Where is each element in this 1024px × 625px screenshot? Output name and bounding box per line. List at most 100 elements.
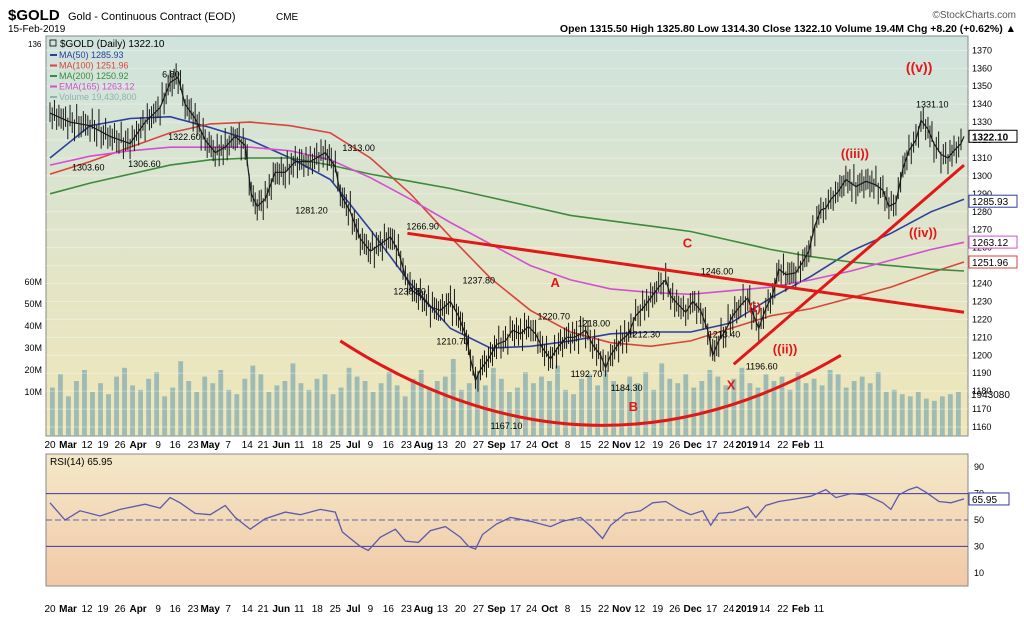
price-label: 1322.60 [168, 132, 201, 142]
volume-bar [106, 394, 111, 436]
price-label: 1266.90 [406, 222, 439, 232]
date-tick-label: 2019 [736, 604, 759, 615]
rsi-reference-lines [46, 493, 968, 547]
date-tick-label: 14 [759, 440, 771, 451]
volume-bar [915, 392, 921, 436]
volume-bar [555, 365, 560, 436]
volume-bar [234, 394, 240, 436]
date-tick-label: 22 [777, 604, 789, 615]
date-tick-label: May [200, 604, 220, 615]
date-tick-label: 19 [97, 440, 109, 451]
volume-bar [851, 381, 857, 436]
volume-bar [170, 387, 176, 436]
volume-bar [370, 392, 376, 436]
volume-bar [947, 394, 953, 436]
volume-bar [202, 376, 208, 436]
volume-bar [835, 374, 841, 436]
price-tick-label: 1300 [972, 171, 992, 181]
volume-bar [747, 383, 753, 436]
volume-bar [162, 396, 168, 436]
value-tag [968, 255, 1018, 269]
volume-bar [675, 383, 681, 436]
value-tag-text: 1263.12 [972, 238, 1009, 249]
date-tick-label: 26 [669, 440, 681, 451]
instrument-name: Gold - Continuous Contract (EOD) [68, 11, 236, 23]
volume-bar [867, 383, 873, 436]
date-tick-label: 26 [669, 604, 681, 615]
date-tick-label: Sep [487, 604, 505, 615]
date-tick-label: 23 [188, 604, 200, 615]
wave-label: A [551, 275, 561, 290]
date-tick-label: 21 [258, 604, 270, 615]
volume-bar [218, 370, 224, 436]
price-label: 1167.10 [490, 421, 522, 431]
volume-bar [731, 378, 737, 436]
price-tick-label: 1220 [972, 314, 992, 324]
volume-tick-label: 60M [24, 277, 42, 287]
volume-bar [659, 363, 665, 436]
volume-bar [763, 374, 769, 436]
date-tick-label: 22 [777, 440, 789, 451]
date-tick-label: 15 [580, 604, 592, 615]
price-close-line [49, 76, 965, 383]
volume-bar [418, 370, 424, 436]
date-tick-label: Feb [792, 440, 810, 451]
date-tick-label: 24 [723, 440, 735, 451]
volume-bar [843, 387, 849, 436]
date-tick-label: Dec [684, 440, 703, 451]
date-tick-label: Apr [129, 604, 146, 615]
date-axis-lower: 20 Mar 12 19 26 Apr 9 16 23 May 7 14 21 Jun 11 18 25 Jul 9… [44, 604, 824, 615]
volume-bar [587, 374, 592, 436]
date-tick-label: 13 [437, 440, 449, 451]
wave-label: ((iv)) [909, 225, 937, 240]
volume-bar [242, 378, 248, 436]
date-tick-label: 16 [383, 440, 395, 451]
volume-bar [362, 381, 368, 436]
date-tick-label: 17 [706, 604, 718, 615]
date-tick-label: Dec [684, 604, 703, 615]
volume-bar [595, 385, 601, 436]
price-label: 1212.30 [628, 329, 661, 339]
date-tick-label: 9 [155, 604, 161, 615]
volume-bar [98, 383, 103, 436]
volume-bar [779, 376, 785, 436]
volume-tick-label: 20M [24, 365, 42, 375]
date-tick-label: 8 [565, 440, 571, 451]
rsi-tick-label: 50 [974, 515, 984, 525]
date-tick-label: 11 [294, 604, 305, 615]
date-tick-label: Aug [414, 604, 433, 615]
volume-tick-label: 50M [24, 299, 42, 309]
volume-bar [691, 387, 697, 436]
right-value-tags: 1322.10 1285.93 1263.12 1251.96 1943080 [968, 129, 1018, 401]
date-tick-label: 19 [652, 604, 664, 615]
volume-bar [290, 363, 296, 436]
price-tick-label: 1180 [972, 386, 991, 396]
date-tick-label: 17 [510, 604, 522, 615]
date-tick-label: 11 [814, 440, 825, 451]
volume-bar [603, 370, 609, 436]
volume-bar [571, 394, 576, 436]
date-tick-label: 21 [258, 440, 270, 451]
volume-bar [322, 374, 328, 436]
volume-bar [939, 396, 945, 436]
volume-bar [643, 372, 649, 436]
date-tick-label: 19 [652, 440, 664, 451]
price-label: 6.80 [162, 69, 180, 79]
volume-bar [523, 372, 528, 436]
price-tick-label: 1230 [972, 296, 992, 306]
date-tick-label: 14 [242, 440, 254, 451]
uptrend-line [732, 164, 965, 366]
volume-bar [50, 387, 55, 436]
volume-bar [899, 394, 905, 436]
volume-bar [434, 381, 440, 436]
volume-bar [66, 396, 71, 436]
volume-bar [803, 383, 809, 436]
volume-bar [715, 376, 721, 436]
date-tick-label: 25 [330, 604, 342, 615]
date-tick-label: Nov [612, 440, 631, 451]
date-tick-label: 25 [330, 440, 342, 451]
volume-bar [122, 367, 127, 436]
volume-bar [274, 385, 280, 436]
price-tick-label: 1160 [972, 422, 991, 432]
value-tag-text: 1251.96 [972, 258, 1009, 269]
